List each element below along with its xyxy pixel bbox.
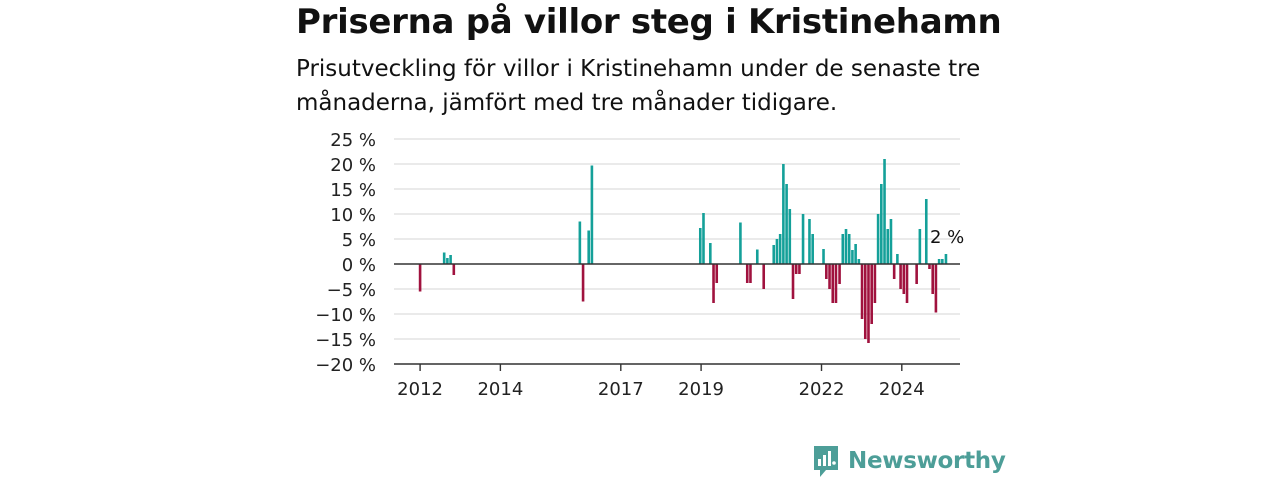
data-bar <box>822 249 825 264</box>
data-bar <box>702 213 705 264</box>
y-tick-label: 15 % <box>330 180 376 201</box>
data-bar <box>788 209 792 264</box>
x-tick-label: 2017 <box>598 379 644 400</box>
data-bar <box>876 214 880 264</box>
data-bar <box>712 264 715 303</box>
y-tick-label: 5 % <box>342 230 376 251</box>
data-bar <box>857 259 861 264</box>
x-tick-label: 2014 <box>477 379 523 400</box>
data-bar <box>808 219 811 264</box>
data-bar <box>785 184 788 264</box>
data-bar <box>886 229 890 264</box>
chart-subtitle: Prisutveckling för villor i Kristinehamn… <box>296 56 981 116</box>
data-bar <box>794 264 798 274</box>
data-bar <box>928 264 931 269</box>
data-bar <box>860 264 864 319</box>
y-tick-label: 0 % <box>342 255 376 276</box>
data-bar <box>934 264 938 313</box>
data-bar <box>915 264 918 284</box>
y-tick-label: 25 % <box>330 130 376 151</box>
data-bar <box>745 264 749 283</box>
brand-name: Newsworthy <box>848 448 1006 474</box>
data-bar <box>889 219 893 264</box>
x-tick-label: 2024 <box>879 379 925 400</box>
data-bar <box>446 258 449 264</box>
data-bar <box>924 199 928 264</box>
y-tick-label: −15 % <box>315 330 376 351</box>
data-bar <box>854 244 857 264</box>
data-bar <box>944 254 948 264</box>
data-bar <box>749 264 752 283</box>
x-tick-label: 2019 <box>678 379 724 400</box>
data-bar <box>905 264 909 303</box>
data-bar <box>867 264 870 343</box>
data-bar <box>896 254 899 264</box>
data-bar <box>442 252 446 264</box>
data-bar <box>828 264 831 289</box>
data-bar <box>801 214 805 264</box>
data-bar <box>831 264 835 303</box>
data-bar <box>847 234 851 264</box>
data-bar <box>834 264 838 303</box>
data-bar <box>590 165 594 264</box>
data-bar <box>578 221 582 264</box>
data-bar <box>941 259 944 264</box>
data-bar <box>739 222 742 264</box>
data-bar <box>838 264 841 284</box>
data-bar <box>883 159 886 264</box>
y-tick-label: 20 % <box>330 155 376 176</box>
y-tick-label: −5 % <box>327 280 376 301</box>
data-bar <box>841 234 845 264</box>
data-bar <box>709 243 712 264</box>
data-bar <box>778 234 782 264</box>
data-bar <box>798 264 801 274</box>
data-bar <box>449 255 452 264</box>
data-bar <box>931 264 934 294</box>
x-tick-label: 2012 <box>397 379 443 400</box>
data-bar <box>587 230 590 264</box>
y-tick-label: 10 % <box>330 205 376 226</box>
data-bar <box>899 264 902 289</box>
data-bar <box>825 264 828 279</box>
data-bar <box>782 164 785 264</box>
newsworthy-logo[interactable]: Newsworthy <box>812 444 1006 478</box>
data-bar <box>418 264 422 292</box>
y-tick-label: −20 % <box>315 355 376 376</box>
data-bar <box>715 264 719 283</box>
tick-labels: 25 % 20 % 15 % 10 % 5 % 0 % −5 % −10 % −15 % −20 … <box>315 130 964 400</box>
chart-title: Priserna på villor steg i Kristinehamn <box>296 2 1002 42</box>
data-bar <box>880 184 883 264</box>
y-tick-label: −10 % <box>315 305 376 326</box>
data-bar <box>863 264 867 339</box>
data-bar <box>581 264 585 302</box>
data-bar <box>870 264 873 324</box>
gridlines <box>394 138 960 365</box>
axes <box>394 263 960 371</box>
data-bar <box>873 264 877 303</box>
data-bar <box>772 245 776 264</box>
data-bar <box>755 249 759 264</box>
data-bar <box>775 239 779 264</box>
last-value-label: 2 % <box>930 227 964 248</box>
data-bar <box>698 228 702 264</box>
data-bar <box>762 264 766 289</box>
newsworthy-chart-icon <box>814 446 838 477</box>
data-bar <box>844 229 848 264</box>
data-bar <box>791 264 795 299</box>
data-bar <box>851 250 854 264</box>
data-bar <box>892 264 896 279</box>
bars <box>418 159 948 343</box>
x-tick-label: 2022 <box>799 379 845 400</box>
data-bar <box>452 264 456 275</box>
data-bar <box>937 259 941 264</box>
data-bar <box>811 234 814 264</box>
data-bar <box>918 229 922 264</box>
data-bar <box>902 264 906 294</box>
